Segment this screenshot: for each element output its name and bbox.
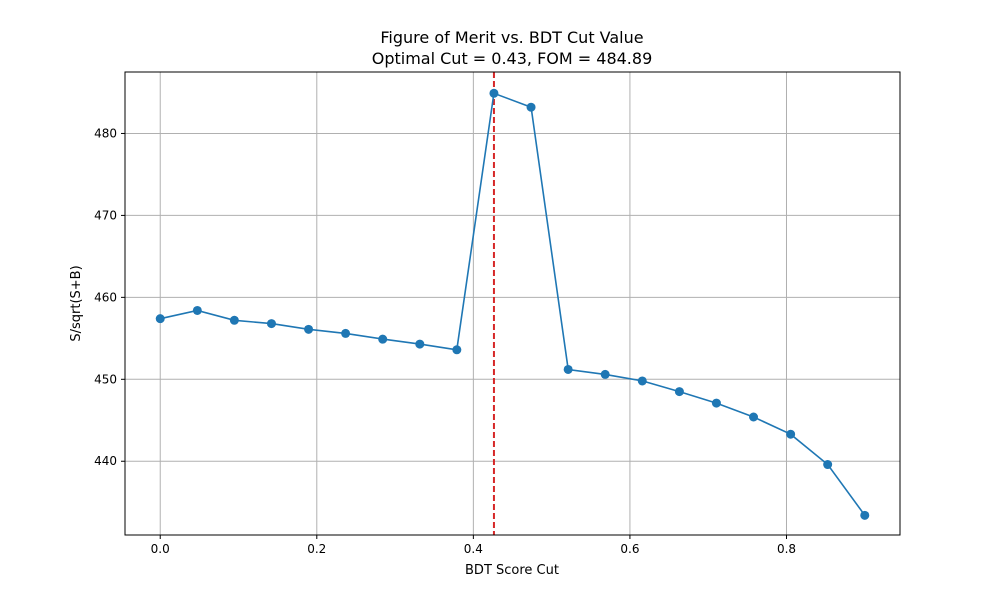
data-point — [860, 510, 870, 520]
data-point — [526, 102, 536, 112]
data-point — [155, 314, 165, 324]
data-point — [229, 315, 239, 325]
plot-frame — [124, 71, 901, 536]
data-point — [786, 429, 796, 439]
y-tick-label: 460 — [94, 290, 117, 304]
data-point — [637, 376, 647, 386]
data-point — [674, 387, 684, 397]
y-axis-label: S/sqrt(S+B) — [69, 265, 84, 341]
y-tick-label: 450 — [94, 372, 117, 386]
y-tick-label: 440 — [94, 454, 117, 468]
data-point — [266, 319, 276, 329]
data-point — [415, 339, 425, 349]
data-point — [749, 412, 759, 422]
data-point — [711, 398, 721, 408]
x-tick-label: 0.6 — [620, 542, 639, 556]
data-point — [341, 328, 351, 338]
grid — [125, 72, 900, 535]
data-point — [563, 364, 573, 374]
chart-subtitle: Optimal Cut = 0.43, FOM = 484.89 — [372, 49, 653, 68]
series-layer — [155, 88, 870, 520]
series-line — [160, 92, 866, 516]
data-point — [489, 88, 499, 98]
data-point — [600, 369, 610, 379]
x-tick-label: 0.0 — [151, 542, 170, 556]
x-tick-label: 0.2 — [307, 542, 326, 556]
y-tick-label: 480 — [94, 126, 117, 140]
data-point — [192, 305, 202, 315]
data-point — [304, 324, 314, 334]
data-point — [378, 334, 388, 344]
x-tick-label: 0.8 — [777, 542, 796, 556]
y-tick-label: 470 — [94, 208, 117, 222]
axis-ticks: 0.0 0.2 0.4 0.6 0.8 440 450 460 470 480 — [94, 126, 796, 556]
x-axis-label: BDT Score Cut — [465, 563, 559, 578]
chart-title: Figure of Merit vs. BDT Cut Value — [380, 28, 643, 47]
data-point — [823, 460, 833, 470]
data-point — [452, 345, 462, 355]
x-tick-label: 0.4 — [464, 542, 483, 556]
